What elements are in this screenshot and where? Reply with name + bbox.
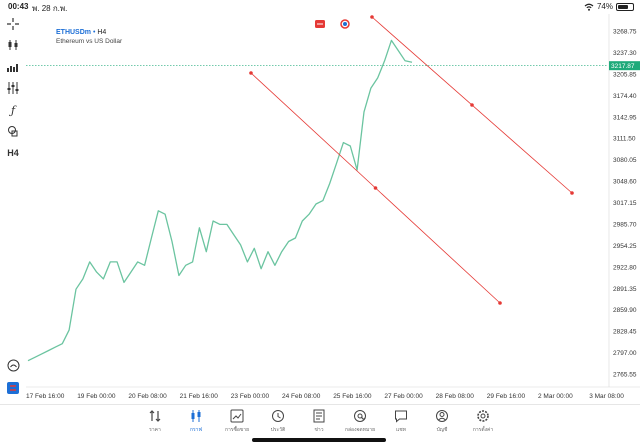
nav-label: บัญชี [436, 427, 448, 433]
home-indicator [252, 438, 386, 442]
chat-icon [395, 410, 407, 423]
y-tick-label: 2797.00 [613, 350, 637, 357]
y-tick-label: 3080.05 [613, 157, 637, 164]
candles-icon[interactable] [5, 37, 21, 53]
market-status-icon[interactable] [340, 19, 350, 29]
x-tick-label: 20 Feb 08:00 [128, 393, 167, 400]
y-tick-label: 3268.75 [613, 29, 637, 36]
nav-item-news[interactable]: ข่าว [299, 409, 339, 434]
price-chart[interactable]: 3268.75 3237.30 3205.85 3174.40 3142.95 3111.… [26, 14, 640, 404]
y-tick-label: 3017.15 [613, 200, 637, 207]
y-tick-label: 2922.80 [613, 264, 637, 271]
trend-line-upper-handle[interactable] [370, 15, 374, 19]
nav-item-trade[interactable]: การซื้อขาย [217, 409, 257, 434]
chart-icon [191, 410, 201, 422]
account-status-icon[interactable] [5, 357, 21, 373]
y-tick-label: 2954.25 [613, 243, 637, 250]
nav-item-mailbox[interactable]: กล่องจดหมาย [340, 409, 380, 434]
app-logo-icon [5, 380, 21, 396]
wifi-icon [584, 3, 594, 11]
nav-label: กล่องจดหมาย [344, 427, 376, 433]
nav-label: ราคา [149, 427, 161, 433]
x-tick-label: 2 Mar 00:00 [538, 393, 573, 400]
nav-item-settings[interactable]: การตั้งค่า [463, 409, 503, 434]
price-series-line [27, 39, 413, 362]
indicators-icon[interactable] [5, 80, 21, 96]
symbol-description: Ethereum vs US Dollar [56, 38, 123, 45]
x-tick-label: 21 Feb 16:00 [180, 393, 219, 400]
trend-line-lower-handle[interactable] [249, 71, 253, 75]
nav-item-chart[interactable]: กราฟ [176, 409, 216, 434]
y-tick-label: 3205.85 [613, 71, 637, 78]
nav-label: ข่าว [314, 427, 324, 433]
trend-line-lower-handle[interactable] [498, 301, 502, 305]
nav-label: การตั้งค่า [472, 427, 494, 433]
nav-label: แชท [396, 427, 406, 433]
chart-area[interactable]: 3268.75 3237.30 3205.85 3174.40 3142.95 3111.… [26, 14, 640, 404]
timeframe-button[interactable]: H4 [7, 148, 19, 158]
y-tick-label: 2891.35 [613, 286, 637, 293]
current-price-marker [609, 61, 640, 71]
status-bar: 00:43 พ. 28 ก.พ. 74% [0, 0, 640, 14]
nav-item-account[interactable]: บัญชี [422, 409, 462, 434]
x-tick-label: 19 Feb 00:00 [77, 393, 116, 400]
settings-icon [477, 410, 489, 422]
status-time: 00:43 [8, 2, 29, 11]
battery-percent: 74% [596, 2, 613, 11]
symbol-header[interactable]: ETHUSDm • H4 [56, 29, 107, 36]
y-tick-label: 2859.90 [613, 307, 637, 314]
y-tick-label: 3142.95 [613, 114, 637, 121]
x-tick-label: 24 Feb 08:00 [282, 393, 321, 400]
symbol-name: ETHUSDm [56, 29, 92, 36]
nav-item-history[interactable]: ประวัติ [258, 409, 298, 434]
status-date: พ. 28 ก.พ. [32, 4, 68, 13]
nav-label: ประวัติ [270, 427, 286, 433]
y-tick-label: 3174.40 [613, 93, 637, 100]
x-tick-label: 17 Feb 16:00 [26, 393, 65, 400]
left-toolbar: ƒ H4 [0, 14, 26, 404]
quotes-icon [149, 410, 161, 422]
y-tick-label: 3111.50 [613, 136, 636, 143]
x-tick-label: 3 Mar 08:00 [589, 393, 624, 400]
history-icon [272, 410, 284, 422]
news-icon [313, 409, 325, 423]
y-tick-label: 2828.45 [613, 329, 637, 336]
y-tick-label: 3237.30 [613, 50, 637, 57]
y-tick-label: 2765.55 [613, 372, 637, 379]
x-tick-label: 29 Feb 16:00 [487, 393, 526, 400]
x-tick-label: 28 Feb 08:00 [436, 393, 475, 400]
nav-label: กราฟ [189, 427, 203, 433]
objects-icon[interactable] [5, 123, 21, 139]
symbol-timeframe: H4 [97, 29, 107, 36]
battery-fill [618, 4, 629, 9]
trend-line-upper-handle[interactable] [470, 103, 474, 107]
bottom-nav: ราคา กราฟ การซื้อขาย ประวัติ ข่าว กล่องจ… [0, 404, 640, 447]
function-icon[interactable]: ƒ [10, 103, 16, 117]
mailbox-icon [354, 410, 366, 422]
trend-line-lower-handle[interactable] [373, 186, 378, 190]
current-price-label: 3217.87 [611, 63, 635, 70]
battery-icon [616, 2, 634, 11]
trend-line-upper-handle[interactable] [570, 191, 574, 195]
nav-item-chat[interactable]: แชท [381, 409, 421, 434]
y-tick-label: 2985.70 [613, 221, 637, 228]
x-tick-label: 27 Feb 00:00 [384, 393, 423, 400]
y-tick-label: 3048.60 [613, 179, 637, 186]
trade-icon [230, 409, 244, 423]
x-tick-label: 25 Feb 16:00 [333, 393, 372, 400]
x-tick-label: 23 Feb 00:00 [231, 393, 270, 400]
crosshair-icon[interactable] [5, 16, 21, 32]
account-icon [436, 410, 448, 422]
nav-label: การซื้อขาย [224, 427, 250, 433]
nav-item-quotes[interactable]: ราคา [135, 409, 175, 434]
bars-icon[interactable] [5, 59, 21, 75]
status-right: 74% [584, 2, 634, 11]
